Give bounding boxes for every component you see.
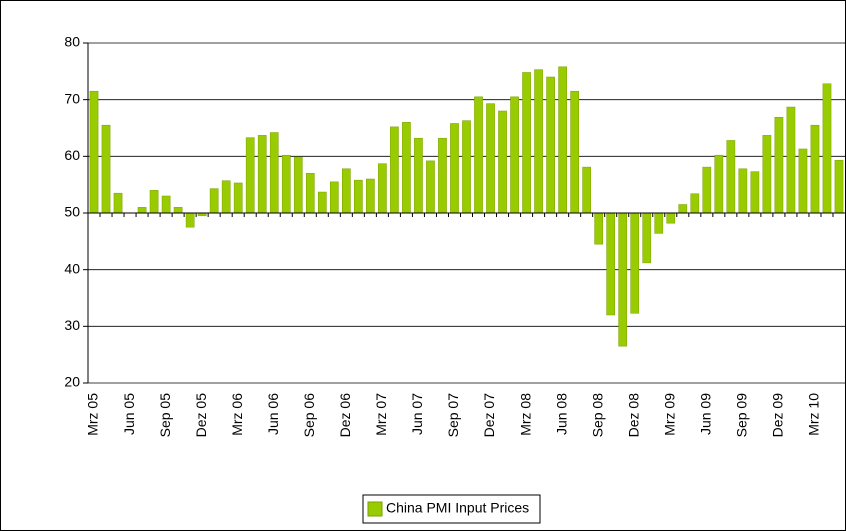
bar [726,140,736,214]
x-tick-label: Sep 07 [445,393,461,438]
bar [630,212,640,314]
bar [414,137,423,214]
bar [534,69,543,214]
bar [137,207,147,214]
bar [474,96,483,214]
x-tick-label: Jun 06 [265,393,281,435]
x-tick-label: Mrz 10 [806,393,822,436]
x-tick-label: Sep 06 [301,393,317,438]
legend-swatch [367,501,383,517]
bar [342,168,351,214]
bar [582,166,591,214]
y-tick-label: 20 [64,374,80,390]
x-tick-label: Mrz 09 [661,393,677,436]
bar [546,76,555,214]
bar [317,191,327,214]
x-tick-label: Dez 08 [625,393,641,438]
x-tick-label: Mrz 08 [517,393,533,436]
bar [594,212,604,245]
legend-label: China PMI Input Prices [386,500,529,516]
bar [486,103,495,214]
x-tick-label: Mrz 05 [85,393,101,436]
bar [510,96,519,214]
bar [690,193,700,214]
bar [305,173,315,214]
bar [822,83,832,214]
y-tick-label: 70 [64,90,80,106]
bar [498,110,507,214]
bar [522,72,531,214]
bar [438,137,447,214]
bar [89,90,99,214]
bar [798,148,808,214]
bar [221,180,231,214]
bar [366,178,375,214]
x-tick-label: Sep 05 [157,393,173,438]
bar [378,163,387,214]
x-tick-label: Jun 09 [698,393,714,435]
y-tick-label: 50 [64,204,80,220]
bar [113,192,123,214]
bar [654,212,664,234]
x-tick-label: Dez 09 [770,393,786,438]
x-tick-label: Jun 07 [409,393,425,435]
y-tick-label: 60 [64,147,80,163]
x-tick-label: Sep 09 [734,393,750,438]
bar [390,126,399,214]
bar [161,195,171,214]
bar [462,120,471,214]
x-tick-label: Dez 05 [193,393,209,438]
x-tick-label: Jun 05 [121,393,137,435]
bar [149,190,159,214]
bar [426,160,435,214]
bar [570,90,579,214]
bar [281,154,291,214]
x-tick-label: Dez 07 [481,393,497,438]
bar [702,166,712,214]
y-tick-label: 40 [64,260,80,276]
x-tick-label: Mrz 07 [373,393,389,436]
x-tick-label: Dez 06 [337,393,353,438]
bar [786,106,796,214]
bar [606,212,616,316]
bar [810,124,820,214]
bar [329,181,339,214]
bar [738,168,748,214]
bar [762,135,772,214]
bar [450,123,459,214]
bar [642,212,652,264]
bar [558,66,567,214]
bar [402,122,411,214]
bar [185,212,195,228]
bar [834,160,844,214]
bar [245,137,255,214]
bar [750,171,760,214]
x-tick-label: Sep 08 [589,393,605,438]
bar [354,179,363,214]
bar [293,156,303,214]
bar [678,204,688,214]
bar [618,212,628,347]
bar [233,182,243,214]
bar [714,154,724,214]
bar [666,212,676,224]
bar [257,135,267,214]
bar [774,116,784,214]
legend-box [362,494,541,524]
bar [269,132,279,214]
bar [209,188,219,214]
x-tick-label: Jun 08 [553,393,569,435]
bar [173,207,183,214]
bar [101,124,111,214]
y-tick-label: 30 [64,317,80,333]
x-tick-label: Mrz 06 [229,393,245,436]
y-tick-label: 80 [64,34,80,50]
